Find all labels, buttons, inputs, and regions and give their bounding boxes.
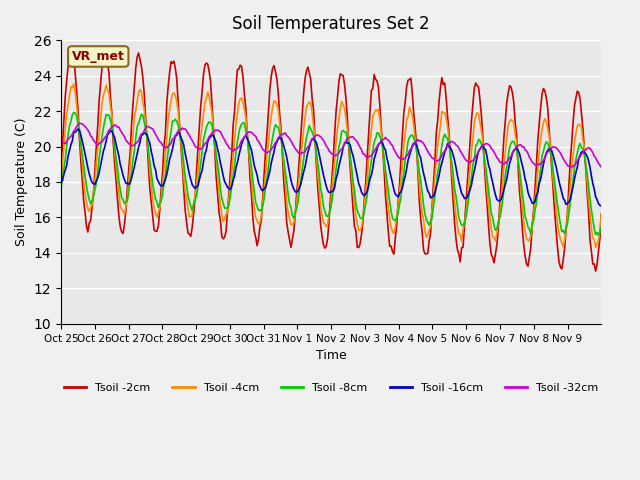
Tsoil -4cm (337, 106, 344, 112)
Text: VR_met: VR_met (72, 50, 125, 63)
Tsoil -4cm (592, 244, 600, 250)
Tsoil -8cm (524, 224, 532, 230)
Tsoil -4cm (596, 228, 604, 233)
Tsoil -16cm (94, 175, 102, 181)
Y-axis label: Soil Temperature (C): Soil Temperature (C) (15, 118, 28, 246)
Tsoil -4cm (94, 145, 102, 151)
Tsoil -32cm (595, 160, 602, 166)
Tsoil -16cm (524, 189, 532, 195)
Tsoil -32cm (76, 120, 83, 126)
Tsoil -32cm (77, 121, 84, 127)
Tsoil -16cm (74, 126, 82, 132)
Tsoil -2cm (597, 211, 605, 216)
Legend: Tsoil -2cm, Tsoil -4cm, Tsoil -8cm, Tsoil -16cm, Tsoil -32cm: Tsoil -2cm, Tsoil -4cm, Tsoil -8cm, Tsoi… (60, 379, 603, 398)
Tsoil -2cm (337, 71, 344, 77)
Tsoil -2cm (76, 134, 83, 140)
Tsoil -4cm (524, 237, 532, 243)
Tsoil -8cm (337, 138, 344, 144)
Tsoil -2cm (92, 144, 100, 149)
Tsoil -8cm (77, 140, 84, 145)
Tsoil -16cm (444, 141, 451, 147)
Tsoil -8cm (444, 135, 451, 141)
Tsoil -16cm (337, 157, 344, 163)
Tsoil -2cm (592, 268, 600, 274)
Tsoil -8cm (596, 229, 604, 235)
Line: Tsoil -2cm: Tsoil -2cm (61, 48, 601, 271)
Tsoil -8cm (70, 109, 77, 115)
Tsoil -32cm (597, 164, 605, 170)
Tsoil -32cm (524, 150, 532, 156)
Tsoil -8cm (57, 187, 65, 192)
Title: Soil Temperatures Set 2: Soil Temperatures Set 2 (232, 15, 430, 33)
Line: Tsoil -16cm: Tsoil -16cm (61, 129, 601, 206)
X-axis label: Time: Time (316, 349, 346, 362)
Tsoil -32cm (57, 137, 65, 143)
Tsoil -32cm (94, 142, 102, 148)
Tsoil -16cm (77, 132, 84, 138)
Tsoil -16cm (597, 203, 605, 209)
Line: Tsoil -8cm: Tsoil -8cm (61, 112, 601, 235)
Tsoil -4cm (70, 81, 77, 87)
Tsoil -2cm (101, 45, 109, 51)
Tsoil -8cm (595, 232, 602, 238)
Tsoil -4cm (444, 123, 451, 129)
Tsoil -2cm (596, 236, 604, 241)
Tsoil -8cm (597, 224, 605, 230)
Tsoil -8cm (94, 170, 102, 176)
Tsoil -2cm (57, 164, 65, 169)
Tsoil -4cm (77, 144, 84, 150)
Line: Tsoil -32cm: Tsoil -32cm (61, 123, 601, 167)
Tsoil -32cm (444, 143, 451, 149)
Tsoil -32cm (337, 147, 344, 153)
Tsoil -4cm (57, 178, 65, 183)
Tsoil -16cm (57, 180, 65, 185)
Line: Tsoil -4cm: Tsoil -4cm (61, 84, 601, 247)
Tsoil -2cm (444, 113, 451, 119)
Tsoil -16cm (595, 201, 602, 206)
Tsoil -4cm (597, 212, 605, 218)
Tsoil -2cm (524, 264, 532, 269)
